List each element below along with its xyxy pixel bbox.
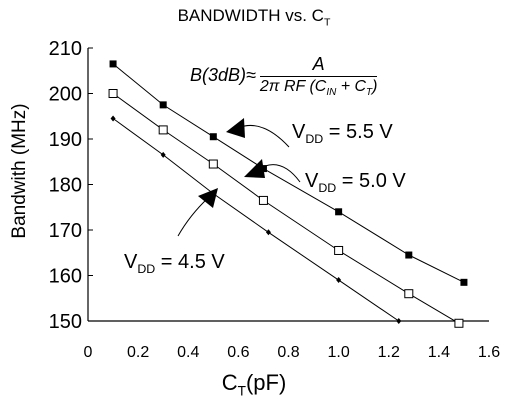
data-point-marker [160, 151, 166, 158]
arrow-vdd-5-0-head [244, 159, 265, 178]
series-line-2 [112, 118, 400, 322]
x-tick-label: 0.4 [177, 344, 199, 361]
x-tick-label: 0 [84, 344, 93, 361]
series-label-vdd-5-5: VDD = 5.5 V [292, 121, 393, 146]
data-point-marker [109, 60, 117, 68]
x-tick-label: 1.0 [328, 344, 350, 361]
chart-title: BANDWIDTH vs. CT [177, 6, 331, 29]
x-tick-label: 1.6 [478, 344, 500, 361]
annotation-arrows [177, 118, 301, 237]
x-axis-label: CT(pF) [221, 370, 287, 399]
data-point-marker [336, 277, 342, 284]
data-point-marker [158, 125, 168, 135]
x-tick-label: 1.2 [378, 344, 400, 361]
data-point-marker [159, 101, 167, 109]
arrow-vdd-4-5-curve [177, 197, 209, 237]
bandwidth-formula: B(3dB)≈ A 2π RF (CIN + CT) [190, 54, 378, 99]
y-axis-label: Bandwith (MHz) [9, 103, 30, 239]
data-point-marker [404, 289, 414, 299]
y-tick-label: 170 [49, 220, 82, 242]
data-point-marker [209, 133, 217, 141]
data-point-marker [334, 245, 344, 255]
tick-labels: 150 160 170 180 190 200 210 0 0.2 0.4 0.6 0.8 1.0 1.2… [49, 38, 501, 361]
data-point-marker [110, 115, 116, 122]
series-label-vdd-5-0: VDD = 5.0 V [305, 170, 406, 195]
data-point-marker [208, 159, 218, 169]
y-tick-label: 200 [49, 84, 82, 106]
y-tick-label: 160 [49, 266, 82, 288]
x-tick-label: 1.4 [428, 344, 450, 361]
axes [87, 47, 489, 322]
data-point-marker [265, 229, 271, 236]
data-point-marker [396, 318, 402, 324]
y-tick-label: 150 [49, 311, 82, 333]
y-tick-label: 190 [49, 129, 82, 151]
x-tick-label: 0.6 [227, 344, 249, 361]
data-point-marker [108, 89, 118, 98]
arrow-vdd-5-5-head [226, 118, 245, 138]
arrow-vdd-4-5-head [198, 188, 218, 208]
data-point-marker [405, 251, 413, 259]
data-point-marker [454, 318, 464, 328]
data-point-marker [335, 208, 343, 216]
y-tick-label: 180 [49, 175, 82, 197]
y-tick-label: 210 [49, 38, 82, 60]
x-tick-label: 0.2 [127, 344, 149, 361]
data-point-marker [460, 278, 468, 286]
data-point-marker [258, 195, 268, 205]
series-label-vdd-4-5: VDD = 4.5 V [124, 251, 225, 276]
arrow-vdd-5-5-curve [237, 124, 290, 148]
x-tick-label: 0.8 [277, 344, 299, 361]
series-markers [108, 60, 468, 328]
